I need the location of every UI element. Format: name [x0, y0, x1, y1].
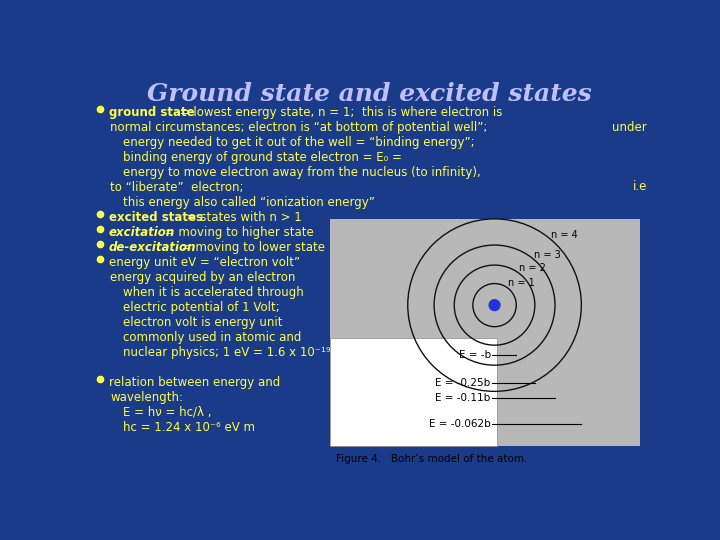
Circle shape: [489, 300, 500, 310]
Text: E = -0.25b: E = -0.25b: [436, 378, 490, 388]
Text: de-excitation: de-excitation: [109, 241, 196, 254]
Text: electric potential of 1 Volt;: electric potential of 1 Volt;: [122, 301, 279, 314]
Text: Figure 4.   Bohr’s model of the atom.: Figure 4. Bohr’s model of the atom.: [336, 454, 528, 464]
Text: under: under: [613, 121, 647, 134]
Text: = moving to lower state: = moving to lower state: [178, 241, 325, 254]
Text: ground state: ground state: [109, 106, 194, 119]
Bar: [330, 219, 640, 446]
Text: i.e: i.e: [633, 180, 647, 193]
Text: normal circumstances; electron is “at bottom of potential well”;: normal circumstances; electron is “at bo…: [110, 120, 487, 133]
Text: n = 2: n = 2: [518, 263, 546, 273]
Bar: [330, 338, 497, 446]
Text: to “liberate”  electron;: to “liberate” electron;: [110, 181, 243, 194]
Text: = lowest energy state, n = 1;  this is where electron is: = lowest energy state, n = 1; this is wh…: [176, 106, 503, 119]
Text: wavelength:: wavelength:: [110, 391, 183, 404]
Text: n = 4: n = 4: [551, 231, 577, 240]
Text: relation between energy and: relation between energy and: [109, 376, 280, 389]
Text: = states with n > 1: = states with n > 1: [183, 211, 302, 224]
Text: n = 1: n = 1: [508, 278, 534, 288]
Text: excited states: excited states: [109, 211, 202, 224]
Text: E = -b: E = -b: [459, 350, 490, 360]
Text: E = hν = hc/λ ,: E = hν = hc/λ ,: [122, 406, 211, 419]
Text: when it is accelerated through: when it is accelerated through: [122, 286, 303, 299]
Text: electron volt is energy unit: electron volt is energy unit: [122, 316, 282, 329]
Text: Ground state and excited states: Ground state and excited states: [147, 82, 591, 106]
Text: excitation: excitation: [109, 226, 175, 239]
Text: = moving to higher state: = moving to higher state: [161, 226, 314, 239]
Text: binding energy of ground state electron = E₀ =: binding energy of ground state electron …: [122, 151, 402, 164]
Text: E = -0.062b: E = -0.062b: [429, 420, 490, 429]
Text: energy acquired by an electron: energy acquired by an electron: [110, 271, 295, 284]
Text: this energy also called “ionization energy”: this energy also called “ionization ener…: [122, 195, 374, 208]
Text: energy to move electron away from the nucleus (to infinity),: energy to move electron away from the nu…: [122, 166, 480, 179]
Text: commonly used in atomic and: commonly used in atomic and: [122, 331, 301, 344]
Text: nuclear physics; 1 eV = 1.6 x 10⁻¹⁹ J: nuclear physics; 1 eV = 1.6 x 10⁻¹⁹ J: [122, 346, 337, 359]
Text: n = 3: n = 3: [534, 250, 561, 260]
Text: energy needed to get it out of the well = “binding energy”;: energy needed to get it out of the well …: [122, 136, 474, 148]
Text: energy unit eV = “electron volt”: energy unit eV = “electron volt”: [109, 256, 300, 269]
Text: E = -0.11b: E = -0.11b: [436, 393, 490, 403]
Text: hc = 1.24 x 10⁻⁶ eV m: hc = 1.24 x 10⁻⁶ eV m: [122, 421, 255, 434]
